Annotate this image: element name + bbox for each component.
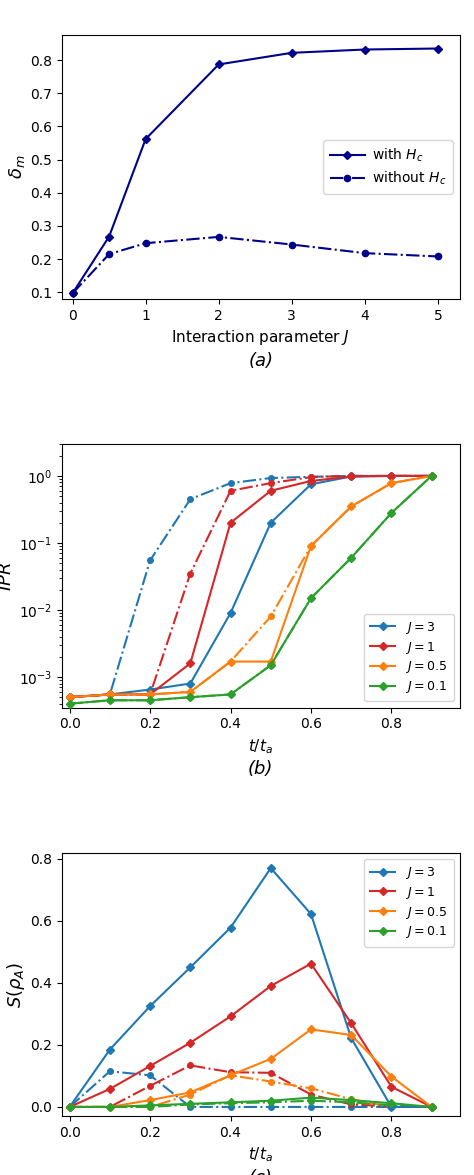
without $H_c$ xyxy=(362,246,368,260)
Legend: $J = 3$, $J = 1$, $J = 0.5$, $J = 0.1$: $J = 3$, $J = 1$, $J = 0.5$, $J = 0.1$ xyxy=(364,859,454,947)
Y-axis label: $\delta_m$: $\delta_m$ xyxy=(7,155,27,180)
without $H_c$ xyxy=(435,249,441,263)
with $H_c$ xyxy=(143,132,148,146)
with $H_c$ xyxy=(70,287,75,301)
Text: (b): (b) xyxy=(248,760,273,778)
Text: (a): (a) xyxy=(248,351,273,370)
without $H_c$ xyxy=(289,237,295,251)
with $H_c$ xyxy=(106,229,112,243)
without $H_c$ xyxy=(216,230,221,244)
X-axis label: Interaction parameter $J$: Interaction parameter $J$ xyxy=(171,328,350,347)
without $H_c$ xyxy=(143,236,148,250)
Legend: with $H_c$, without $H_c$: with $H_c$, without $H_c$ xyxy=(323,140,453,194)
Line: with $H_c$: with $H_c$ xyxy=(70,46,441,296)
Text: (c): (c) xyxy=(249,1169,273,1175)
Y-axis label: $S(\rho_A)$: $S(\rho_A)$ xyxy=(5,961,27,1008)
Y-axis label: $\overline{IPR}$: $\overline{IPR}$ xyxy=(0,560,16,591)
X-axis label: $t/t_a$: $t/t_a$ xyxy=(248,737,273,756)
Legend: $J = 3$, $J = 1$, $J = 0.5$, $J = 0.1$: $J = 3$, $J = 1$, $J = 0.5$, $J = 0.1$ xyxy=(364,613,454,701)
with $H_c$ xyxy=(435,41,441,55)
X-axis label: $t/t_a$: $t/t_a$ xyxy=(248,1146,273,1164)
Line: without $H_c$: without $H_c$ xyxy=(70,234,441,296)
with $H_c$ xyxy=(362,42,368,56)
without $H_c$ xyxy=(70,287,75,301)
without $H_c$ xyxy=(106,247,112,261)
with $H_c$ xyxy=(216,58,221,72)
with $H_c$ xyxy=(289,46,295,60)
